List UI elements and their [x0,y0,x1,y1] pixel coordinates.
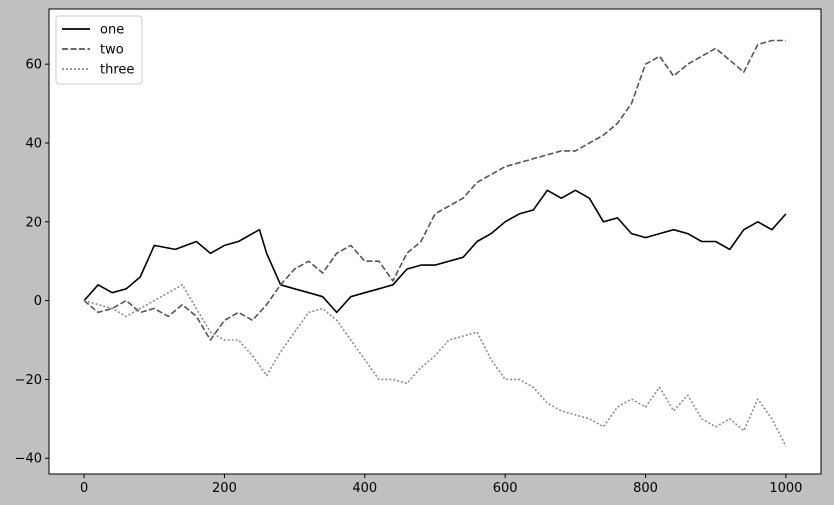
legend: one two three [55,15,143,85]
axes-layer: 0 200 400 600 800 1000 −40 −20 0 20 40 60 [15,58,803,496]
y-tick-label: −20 [15,373,42,388]
plot-area [49,9,821,474]
y-tick-label: 0 [34,294,42,309]
series-line-one [83,189,787,314]
legend-label-two: two [100,43,124,58]
legend-label-one: one [100,23,124,38]
y-tick-label: 20 [25,215,42,230]
x-tick-label: 200 [212,481,237,496]
legend-box [55,15,143,85]
y-tick-label: −40 [15,452,42,467]
legend-label-three: three [100,63,134,78]
x-tick-label: 1000 [769,481,802,496]
x-tick-label: 800 [633,481,658,496]
x-tick-label: 600 [493,481,518,496]
y-tick-label: 60 [25,58,42,73]
x-tick-label: 0 [80,481,88,496]
series-layer [83,39,787,447]
series-line-three [83,284,787,447]
plot-frame [48,8,822,475]
y-tick-label: 40 [25,136,42,151]
x-tick-label: 400 [352,481,377,496]
